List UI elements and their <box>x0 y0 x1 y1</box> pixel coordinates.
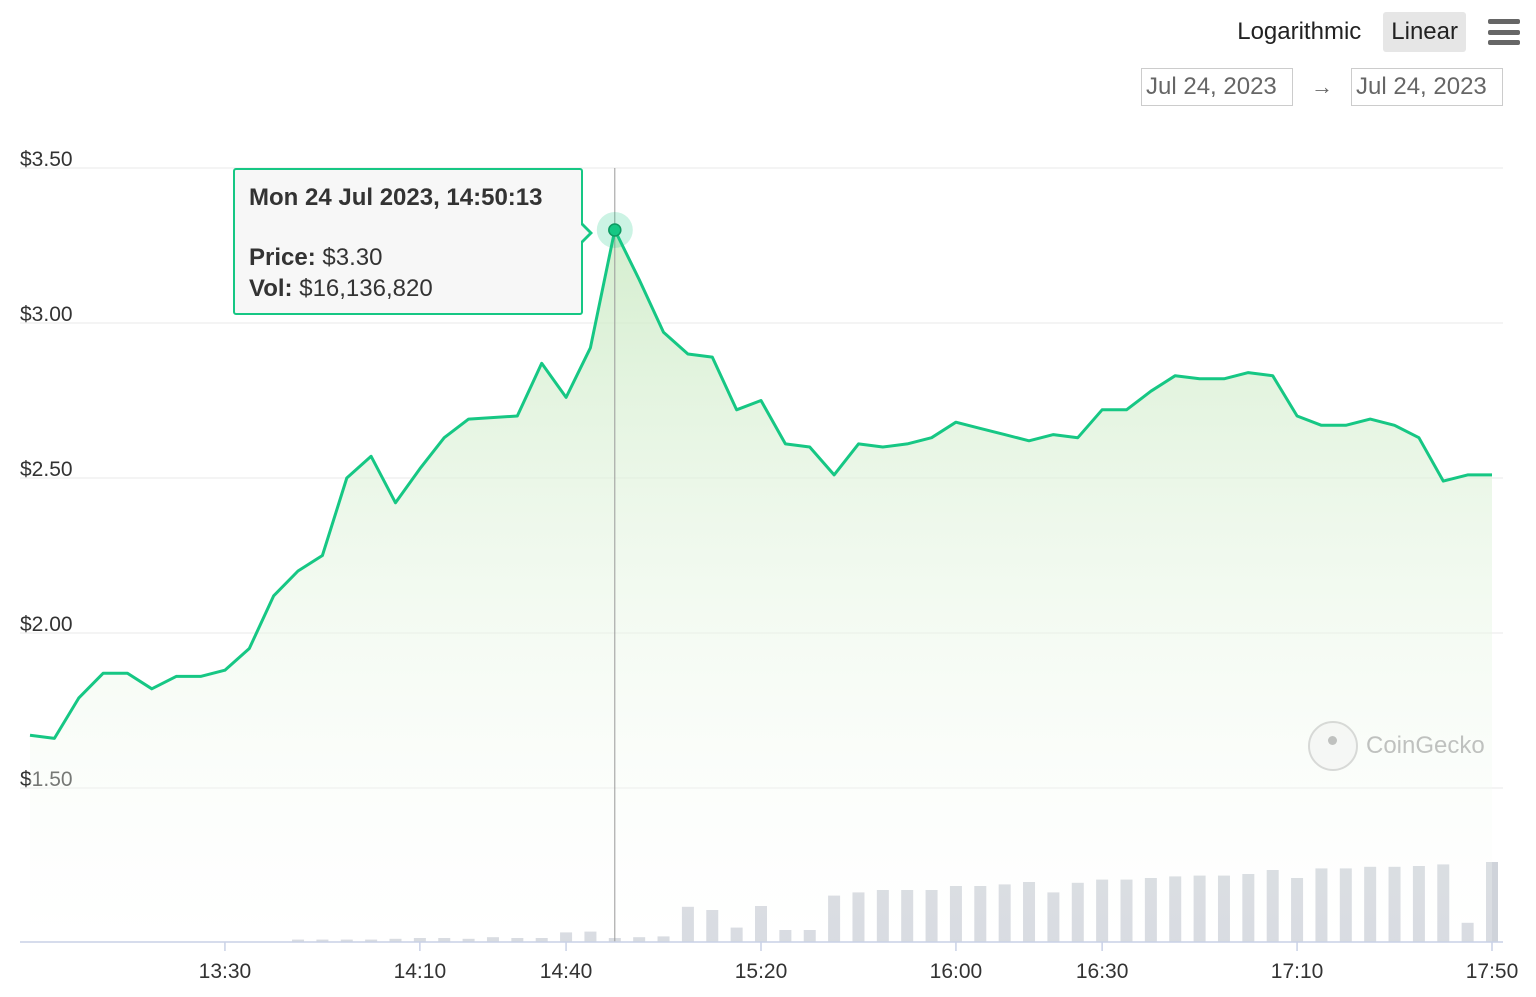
x-tick-label: 16:00 <box>930 960 983 983</box>
date-to-input[interactable]: Jul 24, 2023 <box>1351 68 1503 106</box>
x-tick-label: 16:30 <box>1076 960 1129 983</box>
y-tick-label: $2.50 <box>20 458 73 481</box>
tooltip-date: Mon 24 Jul 2023, 14:50:13 <box>249 184 543 211</box>
date-range: Jul 24, 2023 → Jul 24, 2023 <box>1141 68 1503 106</box>
price-area <box>30 230 1492 942</box>
linear-button[interactable]: Linear <box>1383 12 1466 52</box>
date-from-input[interactable]: Jul 24, 2023 <box>1141 68 1293 106</box>
chart-tooltip: Mon 24 Jul 2023, 14:50:13 Price: $3.30 V… <box>233 168 593 315</box>
highlight-marker <box>596 212 633 248</box>
x-axis: 13:30 14:10 14:40 15:20 16:00 16:30 17:10 17:50 <box>20 941 1519 983</box>
y-axis-labels: $1.50$2.00$2.50$3.00$3.50 <box>20 148 73 791</box>
x-tick-label: 15:20 <box>735 960 788 983</box>
arrow-right-icon: → <box>1311 74 1333 99</box>
marker-point <box>608 223 622 237</box>
x-tick-label: 17:10 <box>1271 960 1324 983</box>
price-area-fill <box>30 230 1492 942</box>
x-tick-label: 17:50 <box>1466 960 1519 983</box>
coingecko-logo-icon <box>1308 721 1358 771</box>
tooltip-volume: Vol: $16,136,820 <box>249 275 433 302</box>
y-tick-label: $2.00 <box>20 613 73 636</box>
chart-toolbar: Logarithmic Linear <box>1229 12 1520 52</box>
price-line <box>29 228 1492 740</box>
watermark-text: CoinGecko <box>1366 732 1485 759</box>
x-tick-label: 13:30 <box>199 960 252 983</box>
coingecko-watermark: CoinGecko <box>1308 721 1485 771</box>
price-line-path <box>29 228 1492 740</box>
tooltip-caret <box>580 222 593 244</box>
x-tick-label: 14:10 <box>394 960 447 983</box>
tooltip-price: Price: $3.30 <box>249 244 383 271</box>
logarithmic-button[interactable]: Logarithmic <box>1237 18 1362 45</box>
x-tick-label: 14:40 <box>540 960 593 983</box>
hamburger-menu-icon[interactable] <box>1488 19 1520 45</box>
y-tick-label: $3.50 <box>20 148 73 171</box>
y-tick-label: $3.00 <box>20 303 73 326</box>
